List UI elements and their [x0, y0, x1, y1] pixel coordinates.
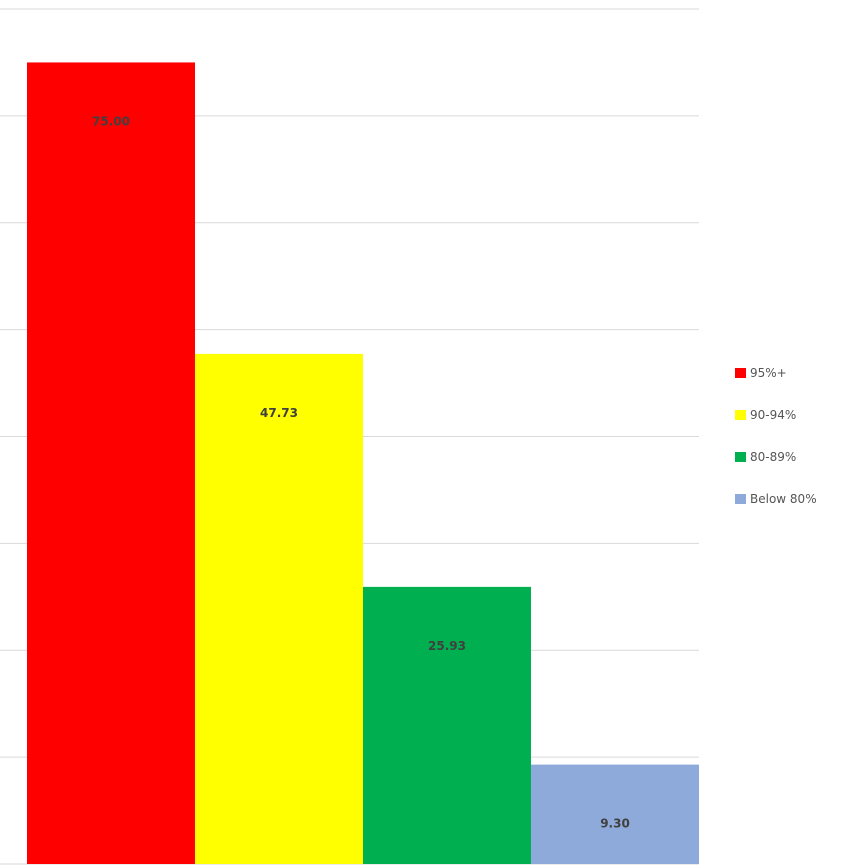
legend-swatch-yellow [735, 410, 746, 420]
data-label: 47.73 [260, 406, 298, 420]
bar-4 [531, 764, 699, 864]
legend-item-below-80: Below 80% [735, 489, 860, 509]
legend-swatch-green [735, 452, 746, 462]
data-labels: 75.00 47.73 25.93 9.30 [92, 114, 630, 830]
legend-label: 80-89% [750, 450, 797, 464]
bar-3 [363, 586, 531, 864]
legend-swatch-blue [735, 494, 746, 504]
bars [27, 62, 699, 864]
legend-label: Below 80% [750, 492, 817, 506]
legend-item-95-plus: 95%+ [735, 363, 860, 383]
legend-label: 95%+ [750, 366, 787, 380]
legend-label: 90-94% [750, 408, 797, 422]
bar-1 [27, 62, 195, 864]
legend-item-80-89: 80-89% [735, 447, 860, 467]
data-label: 9.30 [600, 817, 630, 831]
legend-swatch-red [735, 368, 746, 378]
data-label: 25.93 [428, 639, 466, 653]
data-label: 75.00 [92, 114, 130, 128]
legend-item-90-94: 90-94% [735, 405, 860, 425]
chart-legend: 95%+ 90-94% 80-89% Below 80% [735, 363, 860, 531]
bar-2 [195, 353, 363, 864]
